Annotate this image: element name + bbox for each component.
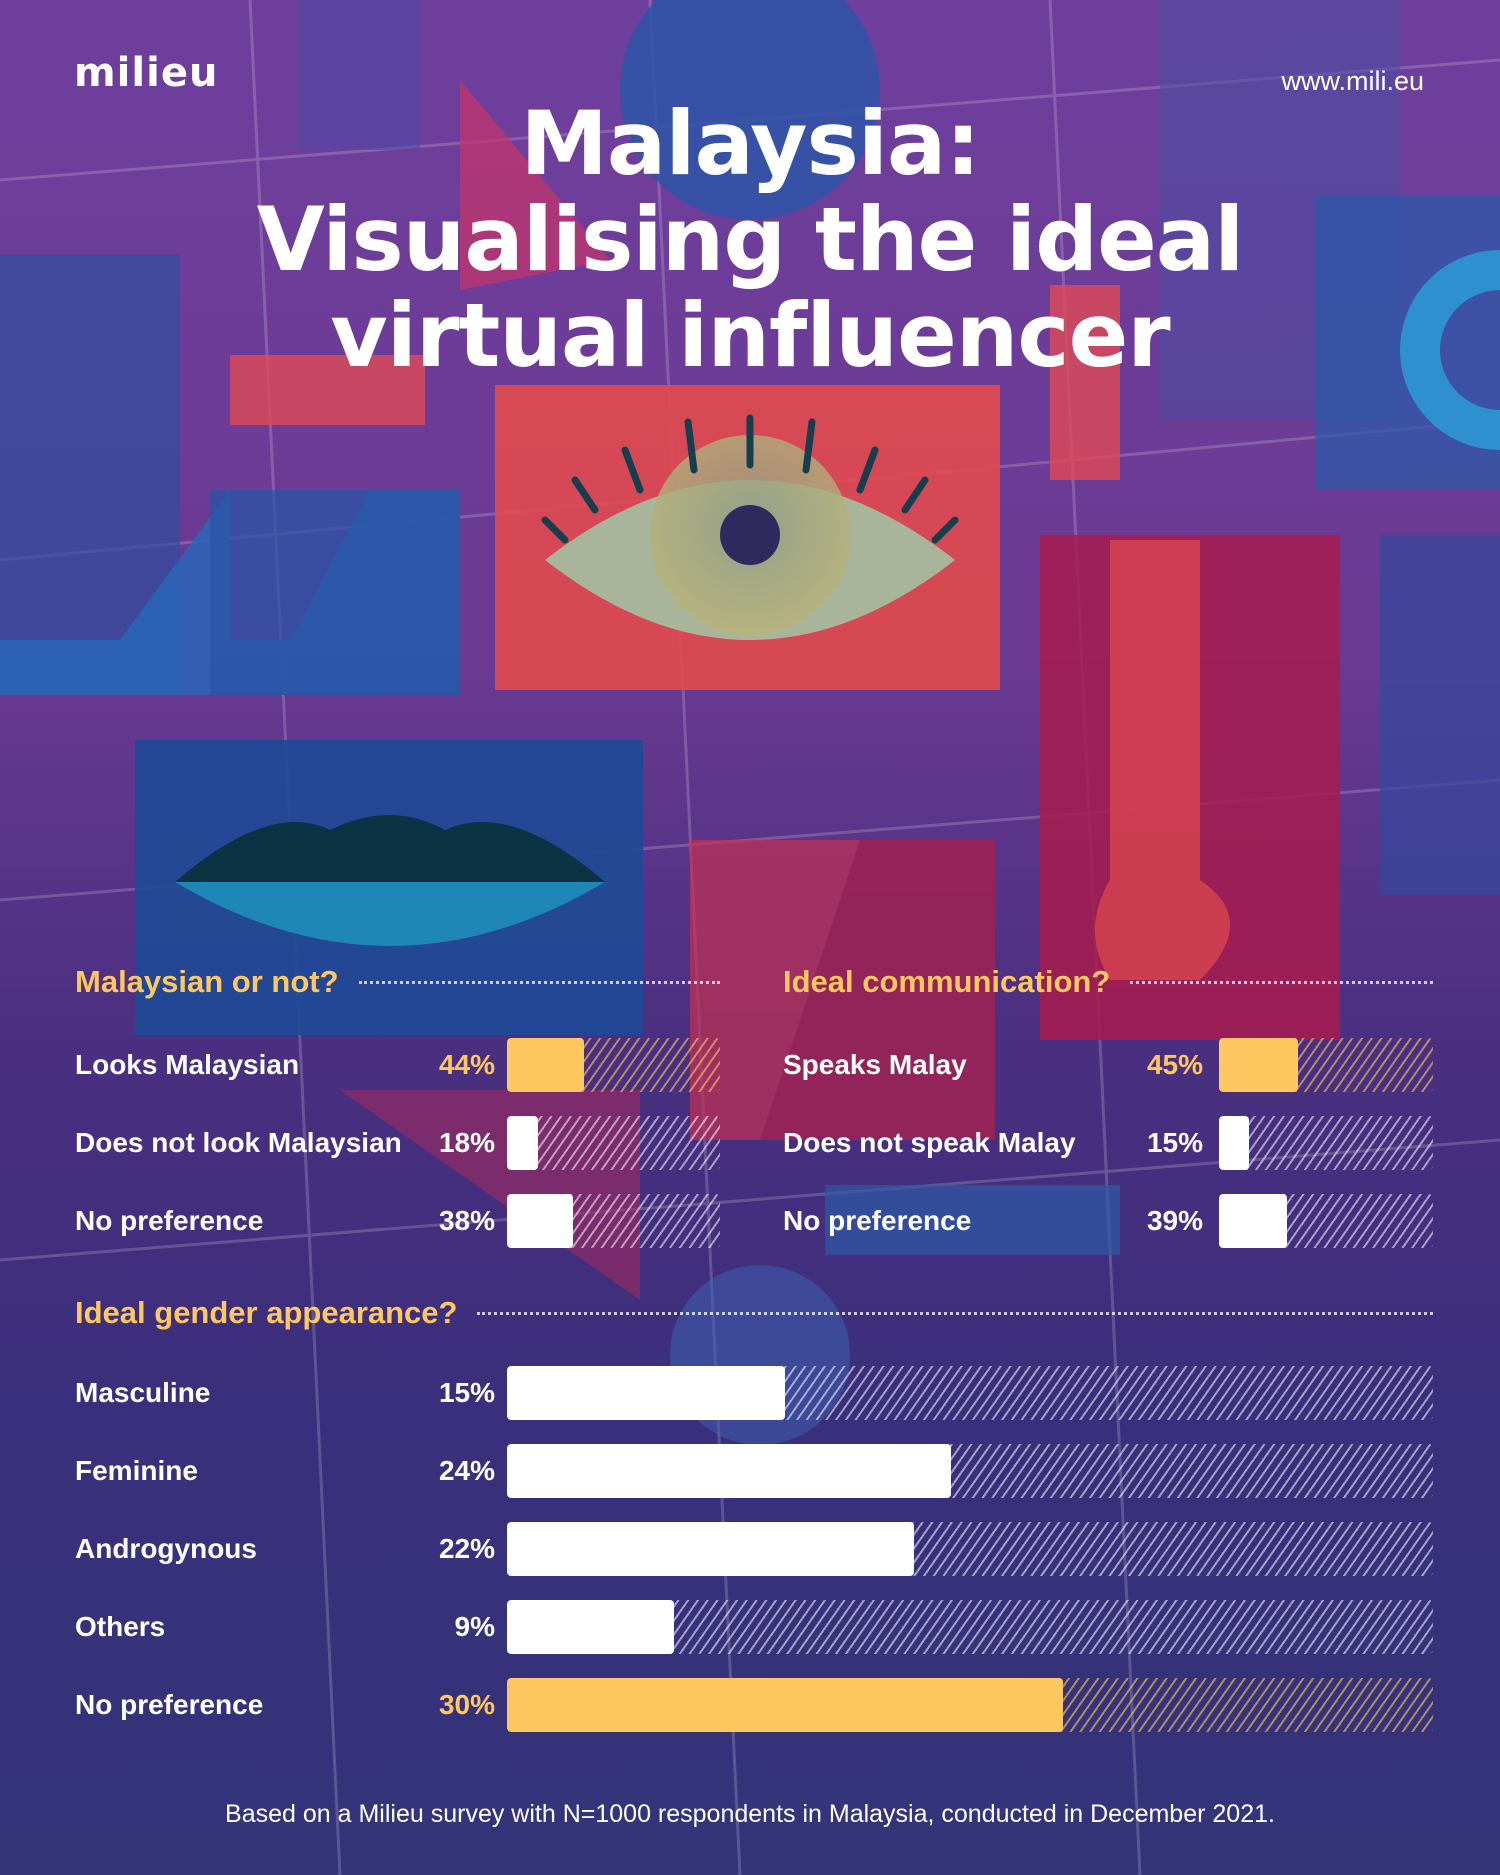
category-label: Masculine [75,1377,211,1408]
value-label: 39% [1146,1205,1203,1236]
category-label: No preference [75,1205,264,1236]
website-url: www.mili.eu [1281,66,1424,96]
category-label: Does not speak Malay [783,1127,1076,1158]
value-label: 30% [438,1689,495,1720]
value-label: 24% [438,1455,495,1486]
section-heading-malaysian: Malaysian or not? [75,962,720,1002]
lips-icon [175,815,605,946]
bar-fill [1219,1116,1249,1170]
section-title: Ideal gender appearance? [75,1295,458,1330]
category-label: Looks Malaysian [75,1049,300,1080]
blue-block-far-right [1380,535,1500,895]
category-label: No preference [783,1205,972,1236]
bar-fill [507,1678,1063,1732]
title-line-2: Visualising the ideal [256,188,1245,291]
cyan-arc-right [1400,250,1500,450]
bar-fill [507,1444,951,1498]
bar-fill [507,1116,538,1170]
title-line-1: Malaysia: [520,92,980,195]
bar-row: Others 9% [75,1600,1433,1654]
section-title: Ideal communication? [783,964,1111,999]
dark-red-triangle [760,840,995,1140]
bar-row: No preference 30% [75,1678,1433,1732]
bar-track [507,1600,1433,1654]
value-label: 22% [438,1533,495,1564]
title-line-3: virtual influencer [330,284,1170,387]
bar-track [507,1678,1433,1732]
value-label: 38% [438,1205,495,1236]
value-label: 18% [438,1127,495,1158]
section-title: Malaysian or not? [75,964,339,999]
bar-fill [507,1522,914,1576]
red-triangle-top [460,80,610,290]
bar-row: Androgynous 22% [75,1522,1433,1576]
blue-bar-center [825,1185,1120,1255]
category-label: Speaks Malay [783,1049,967,1080]
bar-row: No preference 38% [75,1194,720,1248]
value-label: 45% [1146,1049,1203,1080]
bar-track [1219,1116,1433,1170]
dotted-divider [358,980,720,984]
value-label: 44% [438,1049,495,1080]
bar-track [507,1366,1433,1420]
milieu-logo: milieu [74,50,218,96]
bar-row: No preference 39% [783,1194,1433,1248]
bar-fill [507,1038,584,1092]
bar-track [507,1444,1433,1498]
bar-fill [507,1600,674,1654]
logo-text: milieu [74,50,219,96]
nose-shape [1095,540,1230,980]
page-title: Malaysia: Visualising the ideal virtual … [150,96,1350,384]
bar-row: Speaks Malay 45% [783,1038,1433,1092]
bar-track [1219,1038,1433,1092]
bar-row: Looks Malaysian 44% [75,1038,720,1092]
eye-icon [541,414,959,640]
bar-track [507,1522,1433,1576]
section-heading-communication: Ideal communication? [783,962,1433,1002]
category-label: Feminine [75,1455,198,1486]
bar-track [507,1038,720,1092]
bar-track [507,1116,720,1170]
bar-fill [1219,1038,1298,1092]
bar-fill [507,1194,573,1248]
bar-row: Does not speak Malay 15% [783,1116,1433,1170]
value-label: 15% [1146,1127,1203,1158]
bar-fill [507,1366,785,1420]
blue-block-top-left [300,0,420,150]
bar-track [507,1194,720,1248]
category-label: Does not look Malaysian [75,1127,402,1158]
bar-track [1219,1194,1433,1248]
category-label: No preference [75,1689,264,1720]
dotted-divider [1130,980,1433,984]
red-bar-left [230,355,425,425]
blue-circle-top [620,0,880,220]
value-label: 15% [438,1377,495,1408]
category-label: Androgynous [75,1533,257,1564]
red-bar-right [1050,285,1120,480]
bar-fill [1219,1194,1287,1248]
blue-block-mid-left [210,490,460,695]
value-label: 9% [454,1611,495,1642]
section-heading-gender: Ideal gender appearance? [75,1293,1433,1333]
bar-row: Feminine 24% [75,1444,1433,1498]
bar-row: Does not look Malaysian 18% [75,1116,720,1170]
category-label: Others [75,1611,166,1642]
survey-footnote: Based on a Milieu survey with N=1000 res… [225,1800,1275,1828]
dotted-divider [477,1311,1433,1315]
bar-row: Masculine 15% [75,1366,1433,1420]
